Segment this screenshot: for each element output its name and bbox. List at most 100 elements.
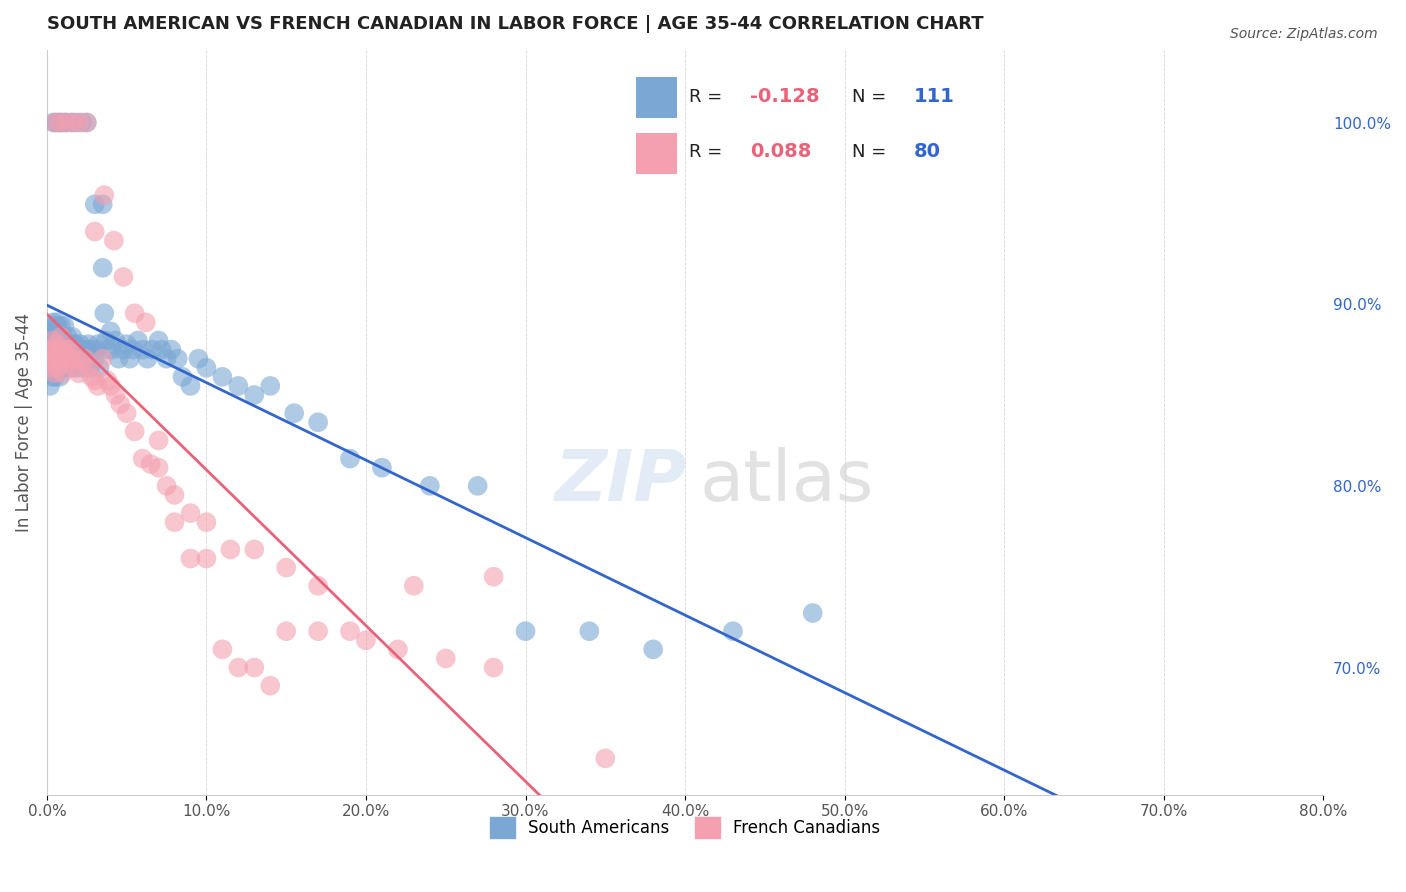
French Canadians xyxy=(387,642,409,657)
French Canadians xyxy=(70,355,93,369)
South Americans xyxy=(89,360,111,375)
South Americans xyxy=(80,343,103,357)
French Canadians xyxy=(179,506,201,520)
French Canadians xyxy=(44,343,66,357)
French Canadians xyxy=(59,351,82,366)
South Americans xyxy=(228,379,250,393)
South Americans xyxy=(45,351,67,366)
French Canadians xyxy=(48,355,70,369)
French Canadians xyxy=(55,115,77,129)
South Americans xyxy=(53,360,76,375)
South Americans xyxy=(46,343,69,357)
South Americans xyxy=(62,343,84,357)
French Canadians xyxy=(39,351,62,366)
South Americans xyxy=(41,369,63,384)
French Canadians xyxy=(276,560,298,574)
South Americans xyxy=(115,337,138,351)
South Americans xyxy=(53,343,76,357)
French Canadians xyxy=(65,351,87,366)
South Americans xyxy=(56,330,79,344)
South Americans xyxy=(46,330,69,344)
French Canadians xyxy=(211,642,233,657)
French Canadians xyxy=(595,751,617,765)
French Canadians xyxy=(354,633,377,648)
South Americans xyxy=(195,360,218,375)
French Canadians xyxy=(131,451,153,466)
French Canadians xyxy=(103,234,125,248)
French Canadians xyxy=(402,579,425,593)
French Canadians xyxy=(51,351,73,366)
South Americans xyxy=(179,379,201,393)
South Americans xyxy=(118,351,141,366)
South Americans xyxy=(94,334,117,348)
South Americans xyxy=(66,351,89,366)
French Canadians xyxy=(45,337,67,351)
French Canadians xyxy=(56,355,79,369)
South Americans xyxy=(107,351,129,366)
South Americans xyxy=(243,388,266,402)
South Americans xyxy=(172,369,194,384)
Text: SOUTH AMERICAN VS FRENCH CANADIAN IN LABOR FORCE | AGE 35-44 CORRELATION CHART: SOUTH AMERICAN VS FRENCH CANADIAN IN LAB… xyxy=(46,15,984,33)
French Canadians xyxy=(115,406,138,420)
South Americans xyxy=(86,343,108,357)
French Canadians xyxy=(44,115,66,129)
French Canadians xyxy=(42,334,65,348)
French Canadians xyxy=(482,570,505,584)
Text: atlas: atlas xyxy=(700,448,875,516)
South Americans xyxy=(91,197,114,211)
South Americans xyxy=(643,642,665,657)
French Canadians xyxy=(100,379,122,393)
French Canadians xyxy=(77,360,100,375)
French Canadians xyxy=(44,366,66,380)
South Americans xyxy=(52,330,75,344)
South Americans xyxy=(76,343,98,357)
South Americans xyxy=(42,325,65,339)
South Americans xyxy=(46,318,69,333)
South Americans xyxy=(42,351,65,366)
South Americans xyxy=(59,337,82,351)
Y-axis label: In Labor Force | Age 35-44: In Labor Force | Age 35-44 xyxy=(15,313,32,532)
South Americans xyxy=(52,351,75,366)
French Canadians xyxy=(135,315,157,329)
South Americans xyxy=(122,343,145,357)
South Americans xyxy=(72,343,94,357)
South Americans xyxy=(45,325,67,339)
South Americans xyxy=(55,351,77,366)
South Americans xyxy=(42,115,65,129)
French Canadians xyxy=(58,343,80,357)
South Americans xyxy=(44,369,66,384)
South Americans xyxy=(45,115,67,129)
French Canadians xyxy=(83,225,105,239)
South Americans xyxy=(211,369,233,384)
French Canadians xyxy=(52,343,75,357)
South Americans xyxy=(51,343,73,357)
South Americans xyxy=(187,351,209,366)
South Americans xyxy=(51,330,73,344)
South Americans xyxy=(578,624,600,639)
South Americans xyxy=(48,369,70,384)
South Americans xyxy=(801,606,824,620)
French Canadians xyxy=(148,434,170,448)
South Americans xyxy=(65,115,87,129)
South Americans xyxy=(56,343,79,357)
South Americans xyxy=(44,318,66,333)
French Canadians xyxy=(276,624,298,639)
French Canadians xyxy=(52,366,75,380)
French Canadians xyxy=(48,343,70,357)
South Americans xyxy=(419,479,441,493)
French Canadians xyxy=(112,269,135,284)
South Americans xyxy=(48,334,70,348)
French Canadians xyxy=(63,360,86,375)
South Americans xyxy=(91,260,114,275)
South Americans xyxy=(51,318,73,333)
South Americans xyxy=(52,115,75,129)
French Canadians xyxy=(87,379,110,393)
French Canadians xyxy=(139,457,162,471)
South Americans xyxy=(70,360,93,375)
South Americans xyxy=(58,360,80,375)
South Americans xyxy=(371,460,394,475)
French Canadians xyxy=(45,351,67,366)
Text: ZIP: ZIP xyxy=(555,448,688,516)
South Americans xyxy=(65,337,87,351)
French Canadians xyxy=(76,115,98,129)
